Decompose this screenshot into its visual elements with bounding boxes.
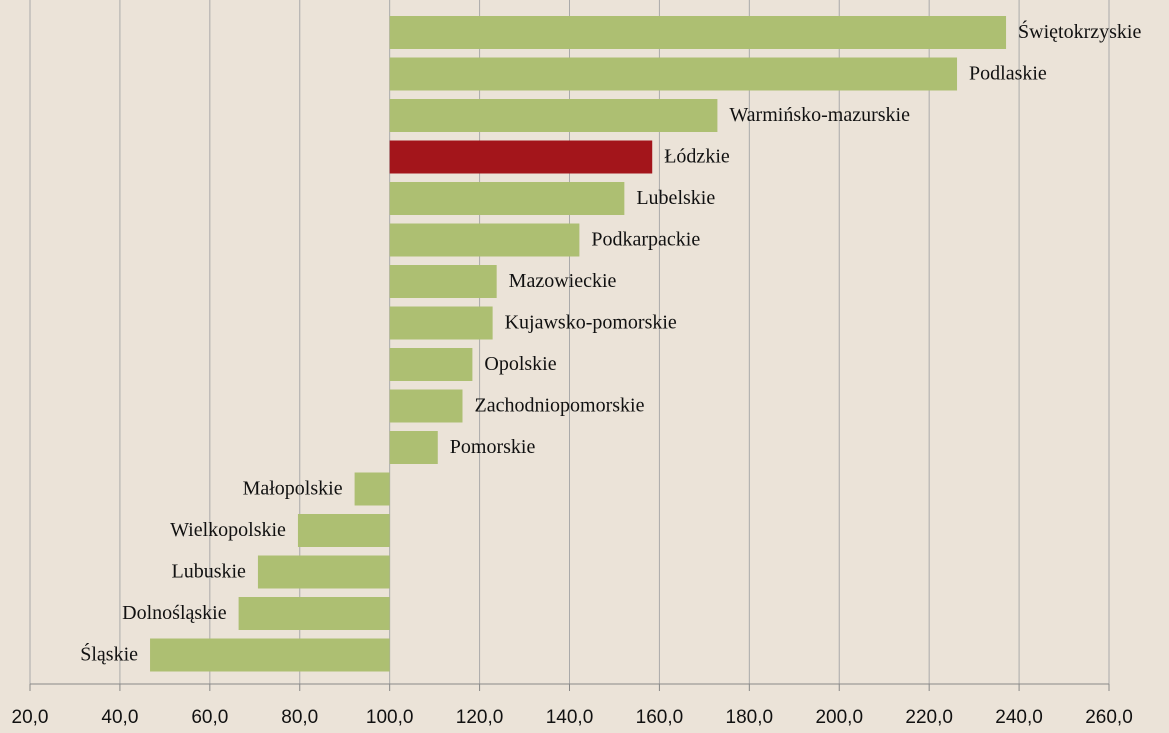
bar: [354, 472, 390, 506]
category-label: Lubuskie: [172, 561, 247, 583]
x-tick-label: 60,0: [191, 707, 228, 728]
bar: [238, 597, 390, 630]
category-label: Podkarpackie: [591, 229, 700, 251]
bar: [389, 16, 1007, 49]
x-tick-label: 80,0: [281, 707, 318, 728]
bar: [389, 265, 497, 298]
bar: [389, 182, 625, 215]
x-tick-label: 100,0: [366, 707, 414, 728]
x-tick-label: 240,0: [995, 707, 1043, 728]
category-label: Pomorskie: [450, 436, 536, 458]
category-label: Podlaskie: [969, 63, 1047, 85]
category-label: Wielkopolskie: [170, 519, 286, 541]
x-tick-label: 20,0: [12, 707, 49, 728]
x-tick-label: 140,0: [546, 707, 594, 728]
x-tick-label: 120,0: [456, 707, 504, 728]
category-label: Dolnośląskie: [122, 602, 227, 624]
category-label: Lubelskie: [636, 187, 715, 209]
x-tick-label: 180,0: [726, 707, 774, 728]
category-label: Świętokrzyskie: [1018, 19, 1141, 43]
bar: [297, 514, 390, 547]
category-label: Zachodniopomorskie: [474, 395, 644, 417]
bar: [389, 431, 438, 464]
bar: [389, 99, 718, 132]
bar: [389, 223, 580, 257]
x-tick-label: 200,0: [815, 707, 863, 728]
category-label: Małopolskie: [243, 478, 343, 500]
bar: [150, 638, 390, 672]
bar: [389, 348, 473, 381]
category-label: Śląskie: [80, 642, 138, 666]
category-label: Mazowieckie: [509, 270, 617, 292]
bar: [389, 140, 653, 174]
x-tick-label: 260,0: [1085, 707, 1133, 728]
category-label: Łódzkie: [664, 146, 730, 168]
x-tick-label: 160,0: [636, 707, 684, 728]
category-label: Warmińsko-mazurskie: [729, 104, 910, 126]
bar: [257, 555, 390, 589]
bar: [389, 389, 463, 423]
category-label: Opolskie: [484, 353, 556, 375]
x-tick-label: 220,0: [905, 707, 953, 728]
category-label: Kujawsko-pomorskie: [505, 312, 677, 334]
x-tick-label: 40,0: [101, 707, 138, 728]
bar: [389, 306, 493, 340]
bar: [389, 57, 958, 91]
